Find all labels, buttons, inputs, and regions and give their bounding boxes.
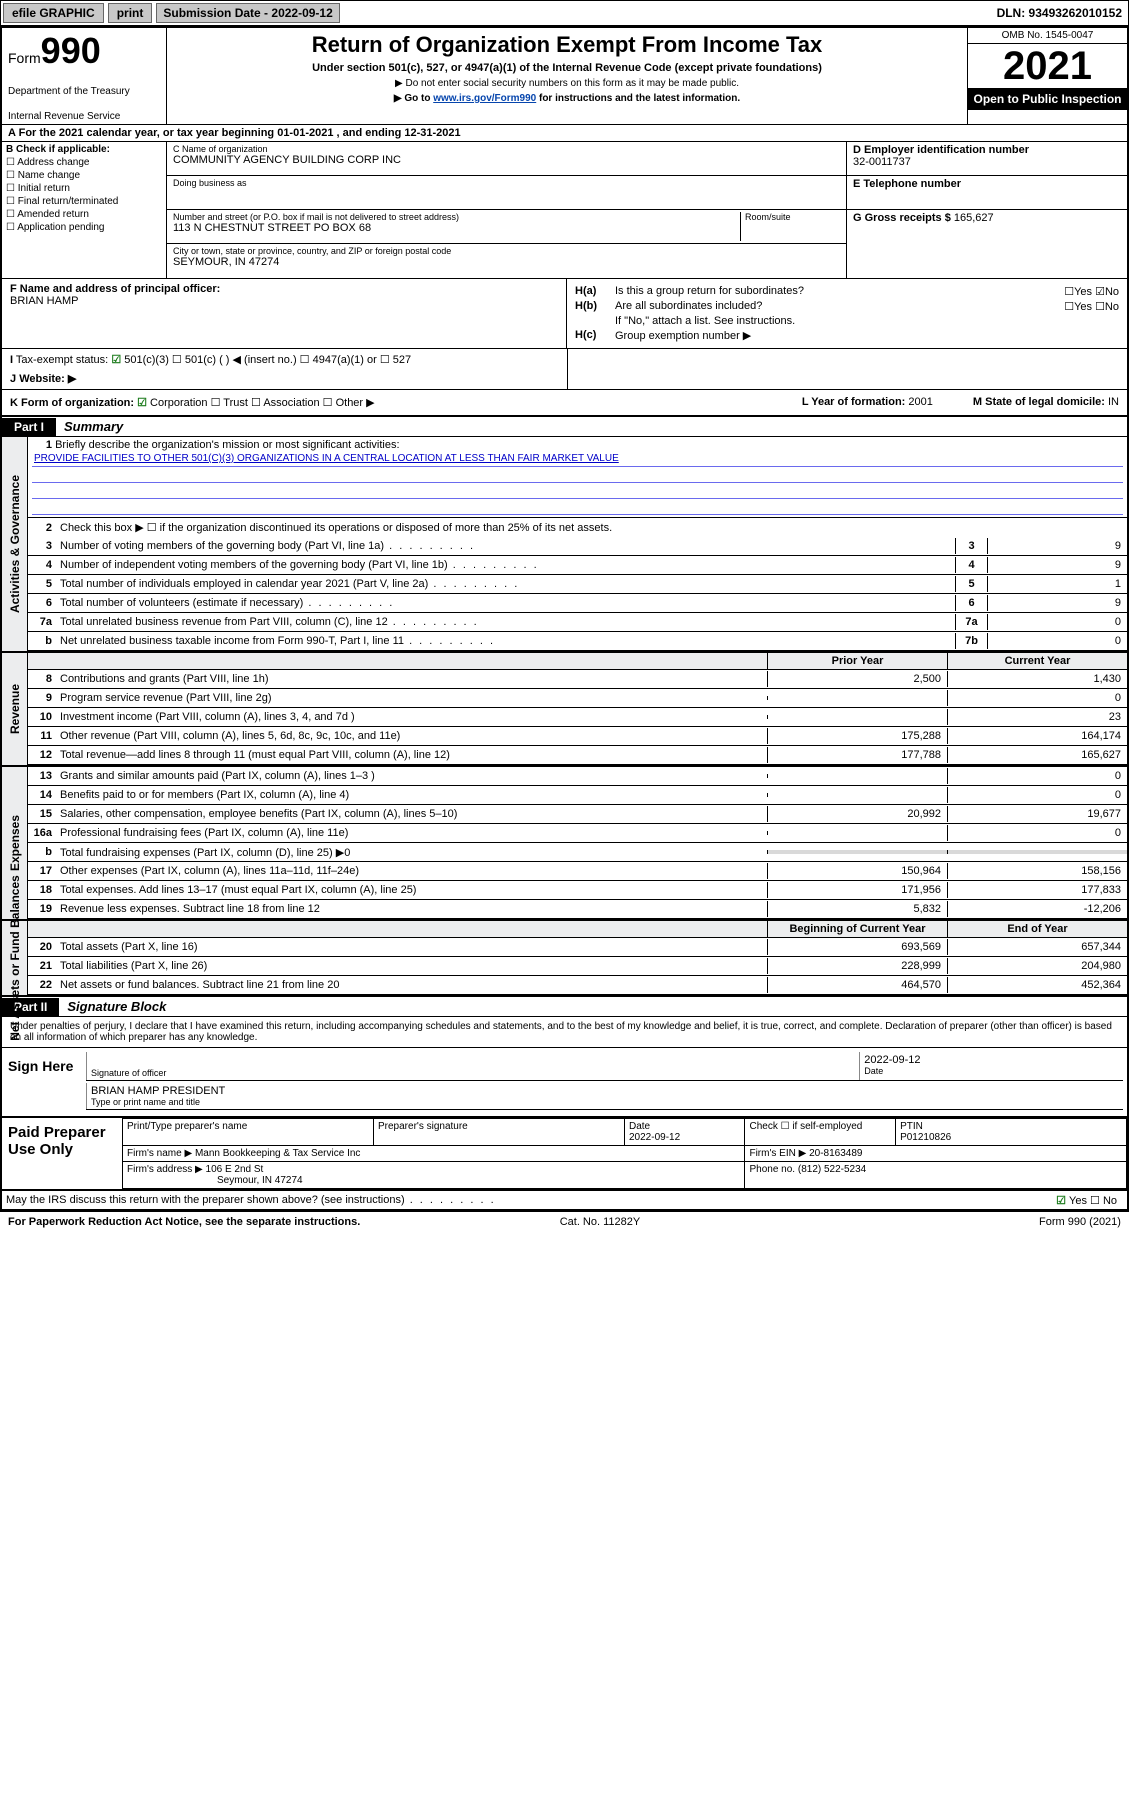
- irs-link[interactable]: www.irs.gov/Form990: [433, 93, 536, 104]
- line-11: 11 Other revenue (Part VIII, column (A),…: [28, 727, 1127, 746]
- irs-label: Internal Revenue Service: [8, 111, 160, 122]
- form-subtitle: Under section 501(c), 527, or 4947(a)(1)…: [173, 62, 961, 74]
- firm-address: 106 E 2nd St: [206, 1164, 264, 1175]
- section-b: B Check if applicable: Address change Na…: [2, 142, 167, 278]
- chk-initial-return[interactable]: Initial return: [6, 183, 162, 194]
- col-beginning-year: Beginning of Current Year: [767, 921, 947, 937]
- chk-name-change[interactable]: Name change: [6, 170, 162, 181]
- firm-phone: (812) 522-5234: [798, 1164, 866, 1175]
- form-990: Form990 Department of the Treasury Inter…: [0, 26, 1129, 1212]
- ssn-note: ▶ Do not enter social security numbers o…: [173, 78, 961, 89]
- submission-date: Submission Date - 2022-09-12: [156, 3, 339, 23]
- section-i: I Tax-exempt status: 501(c)(3) 501(c) ( …: [10, 353, 559, 366]
- perjury-declaration: Under penalties of perjury, I declare th…: [2, 1017, 1127, 1048]
- dept-label: Department of the Treasury: [8, 86, 160, 97]
- gross-receipts: 165,627: [954, 212, 994, 224]
- line-4: 4 Number of independent voting members o…: [28, 556, 1127, 575]
- tax-period: A For the 2021 calendar year, or tax yea…: [2, 125, 1127, 142]
- chk-501c3[interactable]: 501(c)(3): [111, 354, 169, 366]
- form-id-block: Form990 Department of the Treasury Inter…: [2, 28, 167, 124]
- print-button[interactable]: print: [108, 3, 153, 23]
- line-7a: 7a Total unrelated business revenue from…: [28, 613, 1127, 632]
- firm-ein: 20-8163489: [809, 1148, 862, 1159]
- line-b: b Total fundraising expenses (Part IX, c…: [28, 843, 1127, 862]
- officer-name-title: BRIAN HAMP PRESIDENT: [91, 1085, 1119, 1097]
- chk-corporation[interactable]: Corporation: [137, 397, 207, 409]
- section-d-g: D Employer identification number 32-0011…: [847, 142, 1127, 278]
- line-17: 17 Other expenses (Part IX, column (A), …: [28, 862, 1127, 881]
- chk-application-pending[interactable]: Application pending: [6, 222, 162, 233]
- open-to-public: Open to Public Inspection: [968, 88, 1127, 110]
- line-20: 20 Total assets (Part X, line 16) 693,56…: [28, 938, 1127, 957]
- side-netassets: Net Assets or Fund Balances: [2, 921, 28, 995]
- city-state-zip: SEYMOUR, IN 47274: [173, 256, 840, 268]
- footer: For Paperwork Reduction Act Notice, see …: [0, 1212, 1129, 1232]
- line-22: 22 Net assets or fund balances. Subtract…: [28, 976, 1127, 995]
- side-revenue: Revenue: [2, 653, 28, 765]
- form-title: Return of Organization Exempt From Incom…: [173, 32, 961, 58]
- ein: 32-0011737: [853, 156, 1121, 168]
- line-15: 15 Salaries, other compensation, employe…: [28, 805, 1127, 824]
- col-end-year: End of Year: [947, 921, 1127, 937]
- col-prior-year: Prior Year: [767, 653, 947, 669]
- line-12: 12 Total revenue—add lines 8 through 11 …: [28, 746, 1127, 765]
- state-domicile: IN: [1108, 396, 1119, 408]
- line-21: 21 Total liabilities (Part X, line 26) 2…: [28, 957, 1127, 976]
- chk-address-change[interactable]: Address change: [6, 157, 162, 168]
- principal-officer: BRIAN HAMP: [10, 295, 558, 307]
- line-5: 5 Total number of individuals employed i…: [28, 575, 1127, 594]
- part-2-header: Part II Signature Block: [2, 997, 1127, 1017]
- efile-button[interactable]: efile GRAPHIC: [3, 3, 104, 23]
- section-k: K Form of organization: Corporation Trus…: [10, 396, 375, 409]
- mission-text: PROVIDE FACILITIES TO OTHER 501(C)(3) OR…: [32, 453, 1123, 467]
- tax-year: 2021: [968, 44, 1127, 88]
- sign-date: 2022-09-12: [864, 1054, 1119, 1066]
- topbar: efile GRAPHIC print Submission Date - 20…: [0, 0, 1129, 26]
- line-7b: b Net unrelated business taxable income …: [28, 632, 1127, 651]
- paid-preparer-table: Print/Type preparer's name Preparer's si…: [122, 1118, 1127, 1189]
- part-1-header: Part I Summary: [2, 417, 1127, 437]
- dln: DLN: 93493262010152: [991, 4, 1128, 22]
- line-18: 18 Total expenses. Add lines 13–17 (must…: [28, 881, 1127, 900]
- org-name: COMMUNITY AGENCY BUILDING CORP INC: [173, 154, 840, 166]
- section-c: C Name of organization COMMUNITY AGENCY …: [167, 142, 847, 278]
- goto-note: ▶ Go to www.irs.gov/Form990 for instruct…: [173, 93, 961, 104]
- ptin: P01210826: [900, 1132, 951, 1143]
- chk-amended-return[interactable]: Amended return: [6, 209, 162, 220]
- line-3: 3 Number of voting members of the govern…: [28, 537, 1127, 556]
- line-13: 13 Grants and similar amounts paid (Part…: [28, 767, 1127, 786]
- section-f: F Name and address of principal officer:…: [2, 279, 567, 348]
- line-10: 10 Investment income (Part VIII, column …: [28, 708, 1127, 727]
- side-governance: Activities & Governance: [2, 437, 28, 651]
- line-16a: 16a Professional fundraising fees (Part …: [28, 824, 1127, 843]
- section-j: J Website: ▶: [10, 372, 559, 385]
- year-formation: 2001: [908, 396, 932, 408]
- section-h: H(a)Is this a group return for subordina…: [567, 279, 1127, 348]
- sign-here-label: Sign Here: [2, 1048, 82, 1116]
- line-19: 19 Revenue less expenses. Subtract line …: [28, 900, 1127, 919]
- line-8: 8 Contributions and grants (Part VIII, l…: [28, 670, 1127, 689]
- omb-number: OMB No. 1545-0047: [968, 28, 1127, 44]
- discuss-with-preparer: May the IRS discuss this return with the…: [2, 1191, 1127, 1210]
- line-6: 6 Total number of volunteers (estimate i…: [28, 594, 1127, 613]
- paid-preparer-label: Paid Preparer Use Only: [2, 1118, 122, 1189]
- line-14: 14 Benefits paid to or for members (Part…: [28, 786, 1127, 805]
- chk-final-return[interactable]: Final return/terminated: [6, 196, 162, 207]
- firm-name: Mann Bookkeeping & Tax Service Inc: [195, 1148, 360, 1159]
- line-9: 9 Program service revenue (Part VIII, li…: [28, 689, 1127, 708]
- street-address: 113 N CHESTNUT STREET PO BOX 68: [173, 222, 740, 234]
- col-current-year: Current Year: [947, 653, 1127, 669]
